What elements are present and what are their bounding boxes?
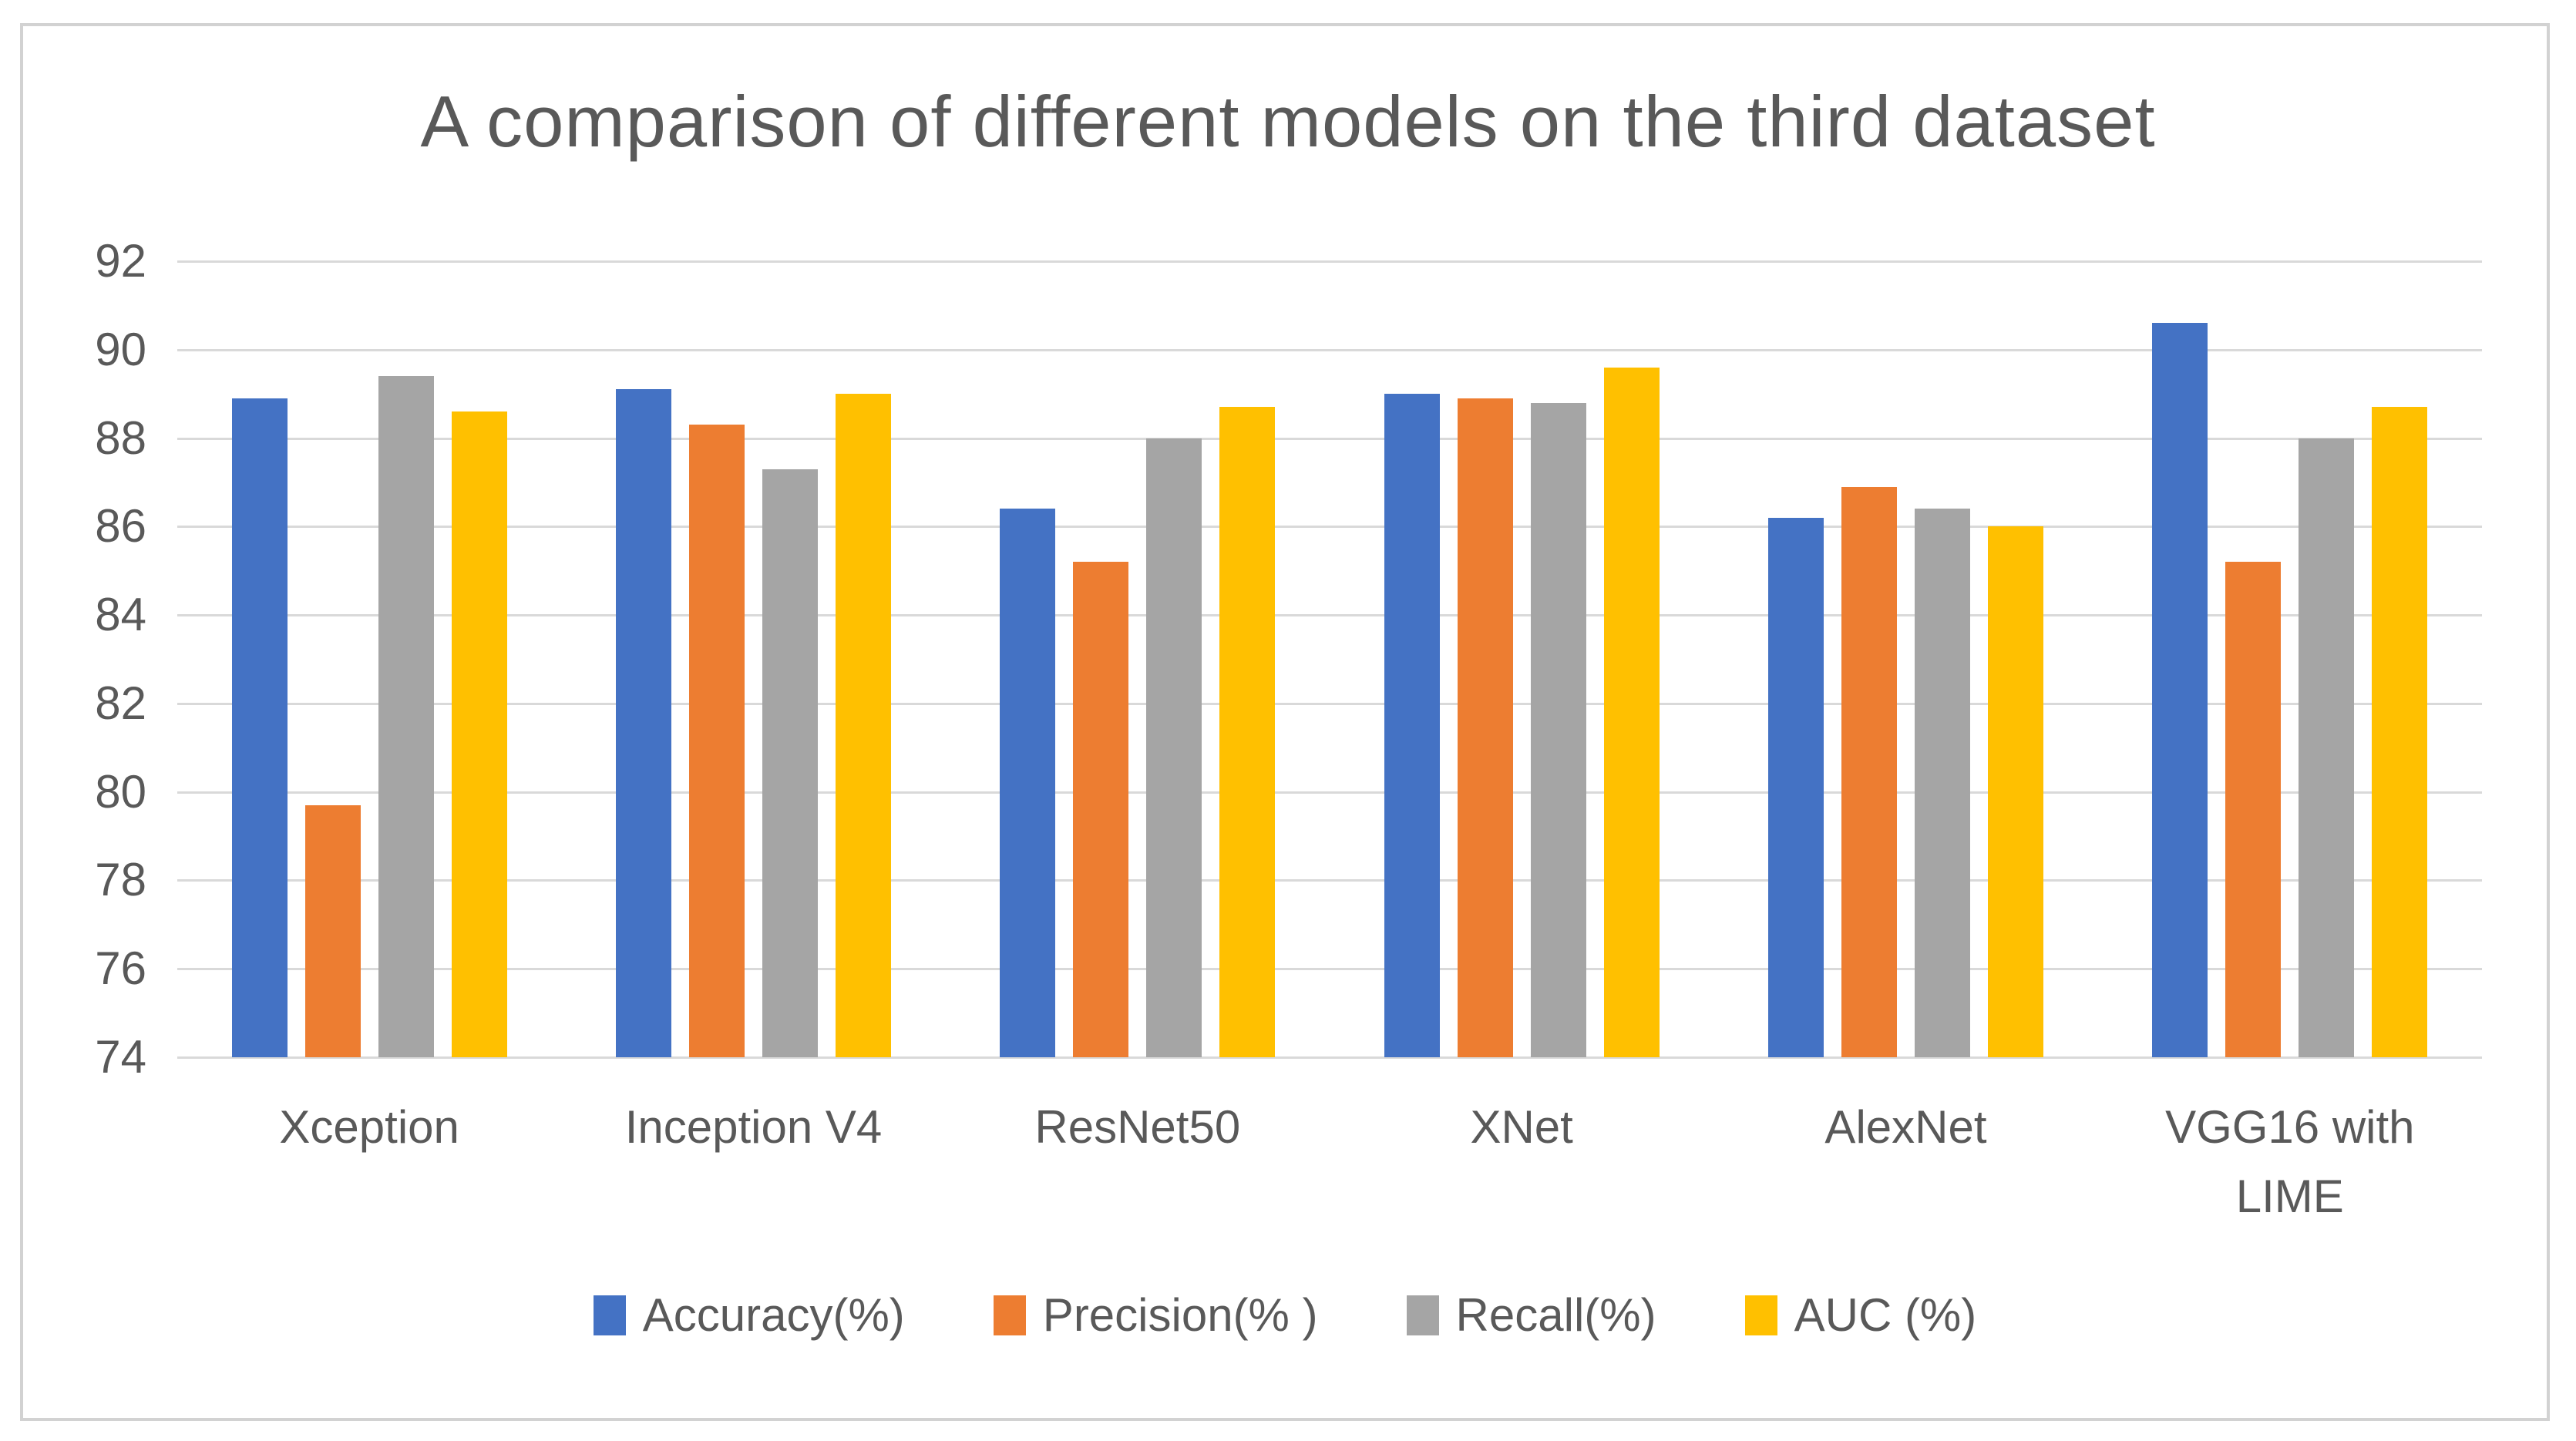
bar-accuracy-xception bbox=[231, 398, 288, 1057]
x-axis-category-label-text: XNet bbox=[1470, 1101, 1573, 1153]
bar-accuracy-inception-v4 bbox=[615, 389, 671, 1057]
bar-auc-xnet bbox=[1603, 367, 1660, 1057]
bar-precision-resnet50 bbox=[1073, 562, 1129, 1057]
y-axis-tick-label-84: 84 bbox=[95, 589, 146, 641]
x-axis-category-label-text: ResNet50 bbox=[1034, 1101, 1241, 1153]
legend-label-accuracy: Accuracy(%) bbox=[642, 1289, 905, 1341]
x-axis-category-label-text: Xception bbox=[279, 1101, 459, 1153]
legend-swatch-precision-icon bbox=[993, 1295, 1026, 1335]
legend-item-accuracy: Accuracy(%) bbox=[593, 1288, 905, 1342]
bar-accuracy-alexnet bbox=[1767, 517, 1824, 1057]
bar-group-alexnet bbox=[1713, 261, 2097, 1057]
bar-group-inception-v4 bbox=[561, 261, 945, 1057]
bar-precision-alexnet bbox=[1841, 486, 1897, 1057]
bar-accuracy-resnet50 bbox=[1000, 509, 1056, 1057]
legend-item-recall: Recall(%) bbox=[1406, 1288, 1656, 1342]
gridline-84 bbox=[177, 614, 2482, 617]
legend: Accuracy(%) Precision(% ) Recall(%) AUC (%) bbox=[20, 1288, 2550, 1342]
gridline-80 bbox=[177, 791, 2482, 794]
legend-item-auc: AUC (%) bbox=[1744, 1288, 1977, 1342]
bar-group-xnet bbox=[1330, 261, 1713, 1057]
x-axis-category-label-text: VGG16 with LIME bbox=[2165, 1101, 2415, 1222]
y-axis-tick-label-74: 74 bbox=[95, 1031, 146, 1083]
legend-item-precision: Precision(% ) bbox=[993, 1288, 1318, 1342]
bar-group-resnet50 bbox=[946, 261, 1330, 1057]
x-axis-category-label-inception-v4: Inception V4 bbox=[561, 1093, 945, 1231]
bar-precision-vgg16-with-lime bbox=[2225, 562, 2282, 1057]
x-axis-category-label-text: AlexNet bbox=[1824, 1101, 1987, 1153]
legend-swatch-recall-icon bbox=[1406, 1295, 1439, 1335]
y-axis-tick-label-86: 86 bbox=[95, 500, 146, 553]
gridline-82 bbox=[177, 702, 2482, 705]
gridline-78 bbox=[177, 879, 2482, 882]
bar-recall-resnet50 bbox=[1146, 438, 1202, 1057]
bar-auc-resnet50 bbox=[1219, 407, 1276, 1057]
bar-auc-alexnet bbox=[1987, 526, 2043, 1057]
gridline-86 bbox=[177, 526, 2482, 529]
bar-accuracy-vgg16-with-lime bbox=[2152, 323, 2208, 1057]
chart-title: A comparison of different models on the … bbox=[420, 81, 2156, 162]
bars-layer bbox=[177, 261, 2482, 1057]
legend-label-precision: Precision(% ) bbox=[1042, 1289, 1318, 1341]
y-axis-tick-label-90: 90 bbox=[95, 323, 146, 375]
bar-precision-xnet bbox=[1457, 398, 1513, 1057]
y-axis-tick-label-92: 92 bbox=[95, 235, 146, 287]
gridline-74 bbox=[177, 1056, 2482, 1059]
bar-recall-inception-v4 bbox=[762, 469, 818, 1057]
legend-label-auc: AUC (%) bbox=[1794, 1289, 1977, 1341]
bar-accuracy-xnet bbox=[1384, 394, 1440, 1057]
x-axis-category-label-xnet: XNet bbox=[1330, 1093, 1713, 1231]
plot-area bbox=[177, 260, 2482, 1059]
x-axis-category-label-resnet50: ResNet50 bbox=[946, 1093, 1330, 1231]
gridline-88 bbox=[177, 437, 2482, 440]
legend-swatch-accuracy-icon bbox=[593, 1295, 626, 1335]
bar-group-xception bbox=[177, 261, 561, 1057]
y-axis-tick-label-88: 88 bbox=[95, 411, 146, 464]
gridline-92 bbox=[177, 260, 2482, 263]
bar-recall-alexnet bbox=[1914, 509, 1970, 1057]
bar-auc-vgg16-with-lime bbox=[2372, 407, 2428, 1057]
y-axis-tick-label-82: 82 bbox=[95, 677, 146, 729]
bar-precision-inception-v4 bbox=[688, 425, 745, 1057]
x-axis-category-label-text: Inception V4 bbox=[624, 1101, 883, 1153]
bar-recall-xception bbox=[378, 376, 434, 1057]
gridline-90 bbox=[177, 348, 2482, 351]
x-axis-category-label-alexnet: AlexNet bbox=[1713, 1093, 2097, 1231]
figure-frame bbox=[20, 23, 2550, 1421]
legend-label-recall: Recall(%) bbox=[1455, 1289, 1656, 1341]
bar-recall-vgg16-with-lime bbox=[2299, 438, 2355, 1057]
y-axis-tick-label-76: 76 bbox=[95, 942, 146, 995]
bar-auc-inception-v4 bbox=[835, 394, 891, 1057]
bar-group-vgg16-with-lime bbox=[2098, 261, 2482, 1057]
y-axis-tick-label-80: 80 bbox=[95, 765, 146, 818]
y-axis-tick-label-78: 78 bbox=[95, 854, 146, 906]
x-axis-category-label-vgg16-with-lime: VGG16 with LIME bbox=[2098, 1093, 2482, 1231]
x-axis-labels: Xception Inception V4 ResNet50 XNet AlexNet V… bbox=[177, 1093, 2482, 1231]
gridline-76 bbox=[177, 968, 2482, 971]
bar-precision-xception bbox=[304, 804, 361, 1057]
bar-recall-xnet bbox=[1530, 402, 1586, 1057]
x-axis-category-label-xception: Xception bbox=[177, 1093, 561, 1231]
legend-swatch-auc-icon bbox=[1744, 1295, 1777, 1335]
bar-auc-xception bbox=[451, 411, 507, 1057]
